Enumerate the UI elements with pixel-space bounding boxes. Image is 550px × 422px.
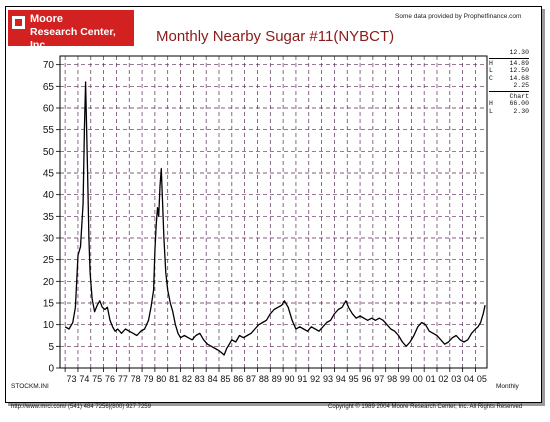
x-tick-label: 01 [426,374,436,384]
y-tick-label: 5 [48,342,54,353]
y-tick-label: 35 [43,212,55,223]
x-tick-label: 74 [79,374,89,384]
x-tick-label: 99 [400,374,410,384]
x-tick-label: 96 [361,374,371,384]
stat-chart-low: L 2.30 [489,107,529,115]
logo-mark-icon [12,16,25,29]
y-tick-label: 40 [43,190,55,201]
grid-lines [60,56,487,368]
y-tick-label: 20 [43,277,55,288]
x-tick-label: 88 [259,374,269,384]
x-tick-label: 85 [220,374,230,384]
footer-period-label: Monthly [496,383,519,390]
y-tick-label: 65 [43,82,55,93]
stat-change: 2.25 [513,82,529,89]
chart-frame [5,6,542,403]
y-tick-label: 25 [43,255,55,266]
y-tick-label: 60 [43,104,55,115]
x-tick-label: 84 [208,374,218,384]
x-tick-label: 92 [310,374,320,384]
stat-chart-high: H 66.00 [489,100,529,107]
x-tick-label: 79 [143,374,153,384]
x-tick-label: 76 [105,374,115,384]
x-tick-label: 81 [169,374,179,384]
footer-file-label: STOCKM.INI [11,383,49,390]
x-tick-label: 86 [233,374,243,384]
x-tick-label: 78 [131,374,141,384]
x-tick-label: 82 [182,374,192,384]
x-tick-label: 93 [323,374,333,384]
x-tick-label: 03 [451,374,461,384]
x-tick-label: 87 [246,374,256,384]
x-tick-label: 80 [156,374,166,384]
x-tick-label: 90 [285,374,295,384]
y-tick-label: 30 [43,234,55,245]
x-tick-label: 97 [374,374,384,384]
price-series [64,81,486,356]
chart-title: Monthly Nearby Sugar #11(NYBCT) [156,28,395,45]
stat-chart-label: Chart [509,92,529,100]
x-tick-label: 00 [413,374,423,384]
data-source-note: Some data provided by Prophetfinance.com [395,13,522,20]
stat-high: H 14.89 [489,59,529,67]
y-tick-label: 70 [43,60,55,71]
y-tick-label: 0 [48,364,54,375]
stat-last: 12.30 [509,49,529,56]
x-tick-label: 94 [336,374,346,384]
y-tick-label: 50 [43,147,55,158]
copyright-notice: Copyright © 1989 2004 Moore Research Cen… [328,404,523,410]
x-tick-label: 91 [297,374,307,384]
x-tick-label: 95 [349,374,359,384]
x-tick-label: 77 [118,374,128,384]
logo-line1: Moore [30,13,63,25]
x-tick-label: 73 [67,374,77,384]
y-tick-label: 45 [43,169,55,180]
stat-low: L 12.50 [489,67,529,74]
x-tick-label: 05 [477,374,487,384]
company-logo: Moore Research Center, Inc. [8,10,134,51]
x-tick-label: 83 [195,374,205,384]
plot-border [59,55,488,369]
y-tick-label: 15 [43,299,55,310]
contact-url: http://www.mrci.com/ (541) 484 7256|(800… [11,404,151,410]
x-tick-label: 89 [272,374,282,384]
axes [56,55,488,372]
x-tick-label: 02 [438,374,448,384]
x-tick-labels: 73 74 75 76 77 78 79 80 81 82 83 84 85 86 87 88 89 90 91 92… [67,374,487,384]
x-tick-label: 04 [464,374,474,384]
y-tick-labels: 0 5 10 15 20 25 30 35 40 45 50 55 60 65 70 [43,60,55,374]
y-tick-label: 10 [43,320,55,331]
series-line [64,81,486,356]
logo-line2: Research Center, Inc. [30,26,116,51]
x-tick-label: 75 [92,374,102,384]
y-tick-label: 55 [43,125,55,136]
x-tick-label: 98 [387,374,397,384]
stat-close: C 14.68 [489,74,529,82]
